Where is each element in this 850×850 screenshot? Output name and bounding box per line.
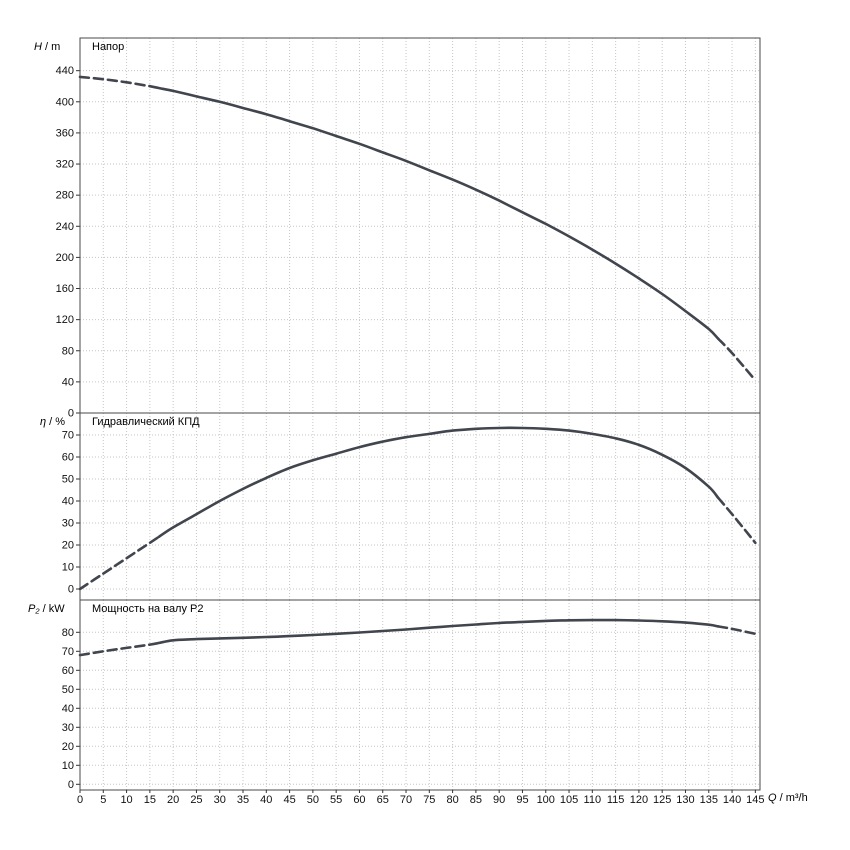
y-tick-label: 160 [56, 283, 74, 295]
x-tick-label: 65 [377, 794, 389, 806]
flow-axis-unit: / m³/h [776, 792, 808, 804]
x-tick-label: 145 [746, 794, 764, 806]
x-tick-label: 120 [630, 794, 648, 806]
efficiency-axis-variable: η [40, 416, 47, 428]
x-tick-label: 10 [120, 794, 132, 806]
x-tick-label: 125 [653, 794, 671, 806]
y-tick-label: 30 [62, 722, 74, 734]
x-tick-label: 105 [560, 794, 578, 806]
y-tick-label: 0 [68, 779, 74, 791]
y-tick-label: 10 [62, 760, 74, 772]
y-tick-label: 0 [68, 408, 74, 420]
y-tick-label: 10 [62, 562, 74, 574]
y-tick-label: 40 [62, 496, 74, 508]
y-tick-label: 440 [56, 65, 74, 77]
power-panel-title: Мощность на валу P2 [92, 603, 204, 615]
x-tick-label: 130 [676, 794, 694, 806]
x-tick-label: 15 [144, 794, 156, 806]
head-axis-unit: / m [41, 41, 61, 53]
performance-curve-solid [157, 86, 720, 340]
x-tick-label: 60 [353, 794, 365, 806]
x-tick-label: 70 [400, 794, 412, 806]
y-tick-label: 320 [56, 159, 74, 171]
y-tick-label: 70 [62, 430, 74, 442]
y-tick-label: 80 [62, 345, 74, 357]
x-tick-label: 90 [493, 794, 505, 806]
head-panel-title: Напор [92, 41, 125, 53]
y-tick-label: 40 [62, 703, 74, 715]
performance-curve-dashed [78, 535, 161, 591]
y-tick-label: 20 [62, 540, 74, 552]
panel-border [79, 599, 761, 791]
efficiency-axis-label: η / % [40, 416, 65, 429]
performance-curve-solid [157, 618, 720, 645]
x-tick-label: 0 [77, 794, 83, 806]
performance-curve-solid [157, 426, 720, 538]
x-tick-label: 85 [470, 794, 482, 806]
y-tick-label: 70 [62, 646, 74, 658]
performance-curve-dashed [716, 625, 757, 636]
y-tick-label: 400 [56, 96, 74, 108]
y-tick-label: 240 [56, 221, 74, 233]
performance-curve-dashed [716, 496, 757, 545]
x-tick-label: 140 [723, 794, 741, 806]
x-tick-label: 45 [283, 794, 295, 806]
y-tick-label: 40 [62, 376, 74, 388]
x-tick-label: 35 [237, 794, 249, 806]
y-tick-label: 280 [56, 190, 74, 202]
x-tick-label: 110 [584, 794, 602, 806]
x-tick-label: 95 [516, 794, 528, 806]
x-tick-label: 50 [307, 794, 319, 806]
x-tick-label: 115 [607, 794, 625, 806]
power-axis-variable: P₂ [28, 603, 40, 615]
x-tick-label: 75 [423, 794, 435, 806]
performance-curve-dashed [78, 75, 161, 90]
y-tick-label: 60 [62, 665, 74, 677]
x-tick-label: 80 [446, 794, 458, 806]
x-tick-label: 55 [330, 794, 342, 806]
power-axis-label: P₂ / kW [28, 603, 65, 616]
y-tick-label: 200 [56, 252, 74, 264]
power-axis-unit: / kW [39, 603, 65, 615]
x-tick-label: 5 [100, 794, 106, 806]
y-tick-label: 30 [62, 518, 74, 530]
y-tick-label: 80 [62, 627, 74, 639]
y-tick-label: 0 [68, 584, 74, 596]
performance-curve-dashed [78, 641, 161, 657]
performance-curve-dashed [716, 337, 757, 382]
y-tick-label: 50 [62, 684, 74, 696]
y-tick-label: 360 [56, 127, 74, 139]
x-tick-label: 30 [214, 794, 226, 806]
x-tick-label: 25 [190, 794, 202, 806]
head-axis-variable: H [34, 41, 42, 53]
y-tick-label: 120 [56, 314, 74, 326]
x-tick-label: 135 [700, 794, 718, 806]
x-tick-label: 20 [167, 794, 179, 806]
efficiency-panel-title: Гидравлический КПД [92, 416, 200, 428]
flow-axis-label: Q / m³/h [768, 792, 808, 805]
y-tick-label: 60 [62, 452, 74, 464]
head-axis-label: H / m [34, 41, 60, 54]
flow-axis-variable: Q [768, 792, 777, 804]
y-tick-label: 20 [62, 741, 74, 753]
y-tick-label: 50 [62, 474, 74, 486]
efficiency-axis-unit: / % [46, 416, 66, 428]
panel-border [79, 412, 761, 601]
x-tick-label: 100 [537, 794, 555, 806]
x-tick-label: 40 [260, 794, 272, 806]
